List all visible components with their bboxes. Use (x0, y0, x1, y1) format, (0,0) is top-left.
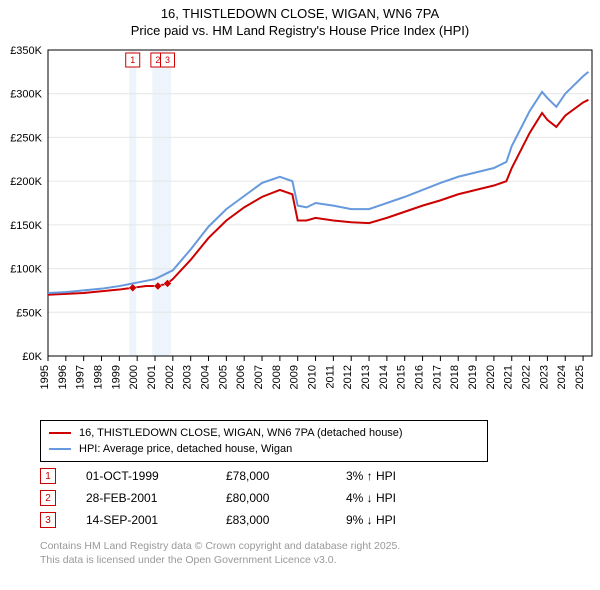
event-date: 28-FEB-2001 (86, 491, 196, 505)
event-change: 9% ↓ HPI (346, 513, 436, 527)
svg-text:2020: 2020 (485, 365, 497, 389)
svg-text:2022: 2022 (521, 365, 533, 389)
legend-item: 16, THISTLEDOWN CLOSE, WIGAN, WN6 7PA (d… (49, 425, 479, 441)
attribution-line: Contains HM Land Registry data © Crown c… (40, 540, 400, 554)
svg-text:2006: 2006 (235, 365, 247, 389)
legend-label: 16, THISTLEDOWN CLOSE, WIGAN, WN6 7PA (d… (79, 427, 403, 439)
legend-swatch (49, 432, 71, 434)
event-change: 3% ↑ HPI (346, 469, 436, 483)
svg-text:2002: 2002 (164, 365, 176, 389)
chart-area: £0K £50K £100K £150K £200K £250K £300K £350K 199… (0, 44, 600, 414)
svg-text:2011: 2011 (324, 365, 336, 389)
event-marker-icon: 3 (40, 512, 56, 528)
attribution-line: This data is licensed under the Open Gov… (40, 554, 400, 568)
svg-text:£50K: £50K (16, 307, 42, 319)
svg-text:£300K: £300K (10, 89, 42, 101)
event-marker-icon: 1 (40, 468, 56, 484)
event-price: £78,000 (226, 469, 316, 483)
event-row: 1 01-OCT-1999 £78,000 3% ↑ HPI (40, 465, 436, 487)
svg-text:2017: 2017 (431, 365, 443, 389)
svg-text:£200K: £200K (10, 176, 42, 188)
svg-text:2015: 2015 (396, 365, 408, 389)
svg-text:£0K: £0K (22, 351, 42, 363)
svg-text:2000: 2000 (128, 365, 140, 389)
svg-text:£250K: £250K (10, 132, 42, 144)
svg-text:1995: 1995 (39, 365, 51, 389)
chart-svg: £0K £50K £100K £150K £200K £250K £300K £350K 199… (0, 44, 600, 414)
svg-text:1998: 1998 (93, 365, 105, 389)
svg-text:2009: 2009 (289, 365, 301, 389)
svg-text:2005: 2005 (217, 365, 229, 389)
svg-text:£350K: £350K (10, 45, 42, 57)
svg-text:£100K: £100K (10, 264, 42, 276)
title-line-2: Price paid vs. HM Land Registry's House … (0, 23, 600, 40)
svg-text:1996: 1996 (57, 365, 69, 389)
event-row: 3 14-SEP-2001 £83,000 9% ↓ HPI (40, 509, 436, 531)
event-price: £83,000 (226, 513, 316, 527)
attribution: Contains HM Land Registry data © Crown c… (40, 540, 400, 567)
svg-text:2010: 2010 (307, 365, 319, 389)
svg-text:2008: 2008 (271, 365, 283, 389)
event-price: £80,000 (226, 491, 316, 505)
event-change: 4% ↓ HPI (346, 491, 436, 505)
svg-text:2013: 2013 (360, 365, 372, 389)
svg-text:1997: 1997 (75, 365, 87, 389)
svg-text:2021: 2021 (503, 365, 515, 389)
event-marker-icon: 2 (40, 490, 56, 506)
legend-label: HPI: Average price, detached house, Wiga… (79, 443, 292, 455)
svg-text:2007: 2007 (253, 365, 265, 389)
event-list: 1 01-OCT-1999 £78,000 3% ↑ HPI 2 28-FEB-… (40, 465, 436, 531)
title-line-1: 16, THISTLEDOWN CLOSE, WIGAN, WN6 7PA (0, 6, 600, 23)
svg-text:2019: 2019 (467, 365, 479, 389)
svg-text:£150K: £150K (10, 220, 42, 232)
svg-text:2024: 2024 (556, 365, 568, 389)
chart-container: 16, THISTLEDOWN CLOSE, WIGAN, WN6 7PA Pr… (0, 0, 600, 590)
svg-text:1: 1 (130, 55, 135, 65)
svg-text:2018: 2018 (449, 365, 461, 389)
svg-text:2012: 2012 (342, 365, 354, 389)
svg-text:2: 2 (155, 55, 160, 65)
event-date: 01-OCT-1999 (86, 469, 196, 483)
svg-text:3: 3 (165, 55, 170, 65)
svg-text:2014: 2014 (378, 365, 390, 389)
svg-text:1999: 1999 (110, 365, 122, 389)
event-row: 2 28-FEB-2001 £80,000 4% ↓ HPI (40, 487, 436, 509)
svg-text:2016: 2016 (414, 365, 426, 389)
svg-text:2003: 2003 (182, 365, 194, 389)
legend-swatch (49, 448, 71, 450)
event-date: 14-SEP-2001 (86, 513, 196, 527)
svg-text:2004: 2004 (200, 365, 212, 389)
legend: 16, THISTLEDOWN CLOSE, WIGAN, WN6 7PA (d… (40, 420, 488, 462)
svg-text:2025: 2025 (574, 365, 586, 389)
chart-title: 16, THISTLEDOWN CLOSE, WIGAN, WN6 7PA Pr… (0, 0, 600, 40)
svg-text:2023: 2023 (538, 365, 550, 389)
svg-text:2001: 2001 (146, 365, 158, 389)
legend-item: HPI: Average price, detached house, Wiga… (49, 441, 479, 457)
